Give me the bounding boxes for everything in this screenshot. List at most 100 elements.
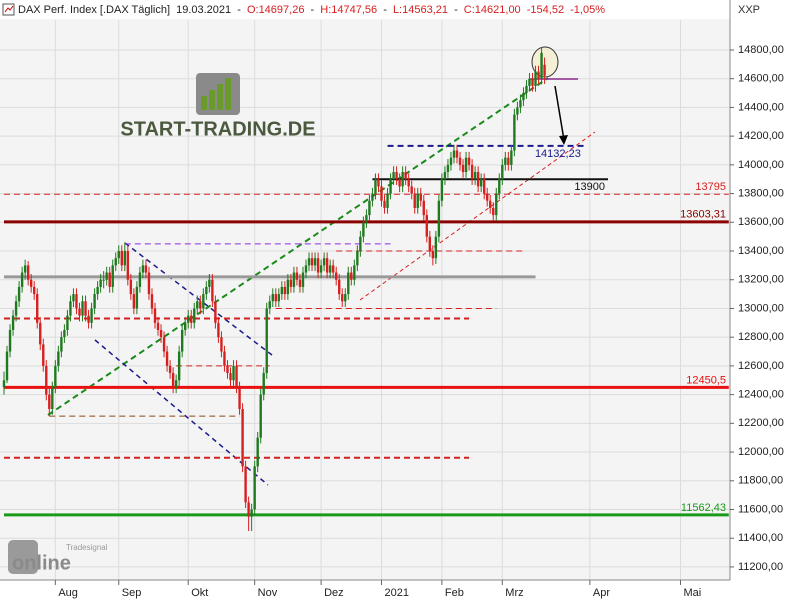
candle-body <box>347 272 350 295</box>
candle-body <box>259 394 262 438</box>
candle-body <box>247 502 250 517</box>
candle-body <box>135 286 139 309</box>
candle-body <box>223 351 226 366</box>
candle-body <box>23 265 27 273</box>
y-tick-label: 13000,00 <box>738 302 784 314</box>
level-label: 14132,23 <box>535 148 581 160</box>
candle-body <box>386 193 389 208</box>
candle-body <box>87 315 90 323</box>
level-label: 13900 <box>574 181 605 193</box>
candle-body <box>5 351 9 381</box>
candle-body <box>304 265 308 273</box>
change: -154,52 <box>527 4 564 16</box>
candle-body <box>455 150 459 158</box>
candle-body <box>359 236 362 252</box>
x-tick-label: Dez <box>324 587 344 599</box>
y-tick-label: 11200,00 <box>738 561 783 573</box>
instrument: DAX Perf. Index [.DAX Täglich] <box>18 4 170 16</box>
candle-body <box>108 272 111 287</box>
candle-body <box>344 294 347 302</box>
candle-body <box>123 251 126 266</box>
y-tick-label: 14200,00 <box>738 130 784 142</box>
candle-body <box>184 322 187 330</box>
candle-body <box>42 344 45 366</box>
x-tick-label: Mai <box>683 587 701 599</box>
y-tick-label: 13400,00 <box>738 245 784 257</box>
x-tick-label: 2021 <box>385 587 409 599</box>
header-icon <box>2 3 15 16</box>
candle-body <box>36 294 39 323</box>
candle-body <box>150 294 154 309</box>
y-tick-label: 14400,00 <box>738 101 784 113</box>
candle-body <box>238 387 241 409</box>
candle-body <box>226 365 229 374</box>
open: O:14697,26 <box>247 4 305 16</box>
x-tick-label: Apr <box>593 587 610 599</box>
candle-body <box>310 258 314 266</box>
y-tick-label: 12800,00 <box>738 331 784 343</box>
date: 19.03.2021 <box>176 4 231 16</box>
candle-body <box>380 186 383 201</box>
x-tick-label: Mrz <box>505 587 523 599</box>
candle-body <box>289 279 293 287</box>
candle-body <box>129 279 133 295</box>
y-tick-label: 11600,00 <box>738 503 783 515</box>
candle-body <box>277 294 281 302</box>
axes: 11200,00 11400,00 11600,00 11800,00 12000,00… <box>54 44 784 599</box>
y-tick-label: 13600,00 <box>738 216 784 228</box>
candle-body <box>458 157 462 165</box>
candle-body <box>350 272 353 280</box>
candle-body <box>525 85 528 94</box>
candle-body <box>274 294 277 302</box>
candle-body <box>48 394 51 409</box>
candle-body <box>516 107 519 115</box>
x-tick-label: Feb <box>445 587 464 599</box>
candle-body <box>39 322 42 345</box>
candle-body <box>168 365 172 374</box>
x-tick-label: Aug <box>58 587 78 599</box>
candle-body <box>8 329 12 352</box>
arrow <box>554 85 565 141</box>
candle-body <box>90 308 93 323</box>
candle-body <box>413 193 416 208</box>
candle-body <box>202 294 205 309</box>
candle-body <box>395 172 398 180</box>
candle-body <box>63 329 66 338</box>
candle-body <box>498 179 501 194</box>
level-label: 13603,31 <box>680 209 726 221</box>
candle-body <box>214 301 217 323</box>
header-icon-line <box>4 5 14 13</box>
candle-body <box>464 157 468 173</box>
candle-body <box>165 351 169 366</box>
candle-body <box>519 100 522 108</box>
candle-body <box>69 301 72 316</box>
candle-body <box>440 179 444 201</box>
candle-body <box>66 315 69 330</box>
separator: - <box>311 4 315 16</box>
candle-body <box>467 157 471 165</box>
plot-area <box>0 0 730 580</box>
candle-body <box>54 365 57 388</box>
y-tick-label: 14000,00 <box>738 159 784 171</box>
y-tick-label: 11400,00 <box>738 532 783 544</box>
candle-body <box>401 172 404 187</box>
candle-body <box>495 193 498 216</box>
candle-body <box>205 286 208 295</box>
candle-body <box>174 380 178 388</box>
candle-body <box>286 279 290 295</box>
logo-bar <box>225 78 231 110</box>
candle-body <box>196 301 199 309</box>
candle-body <box>11 315 15 330</box>
y-tick-label: 14800,00 <box>738 44 784 56</box>
grid <box>0 20 730 580</box>
x-tick-label: Okt <box>191 587 208 599</box>
candle-body <box>319 265 323 273</box>
candle-body <box>229 373 232 381</box>
logo: START-TRADING.DE <box>120 73 316 140</box>
candle-body <box>96 286 99 295</box>
candle-body <box>253 466 256 510</box>
candle-body <box>33 286 36 295</box>
candle-body <box>147 272 151 295</box>
level-label: 13795 <box>695 181 726 193</box>
y-tick-label: 14600,00 <box>738 73 784 85</box>
